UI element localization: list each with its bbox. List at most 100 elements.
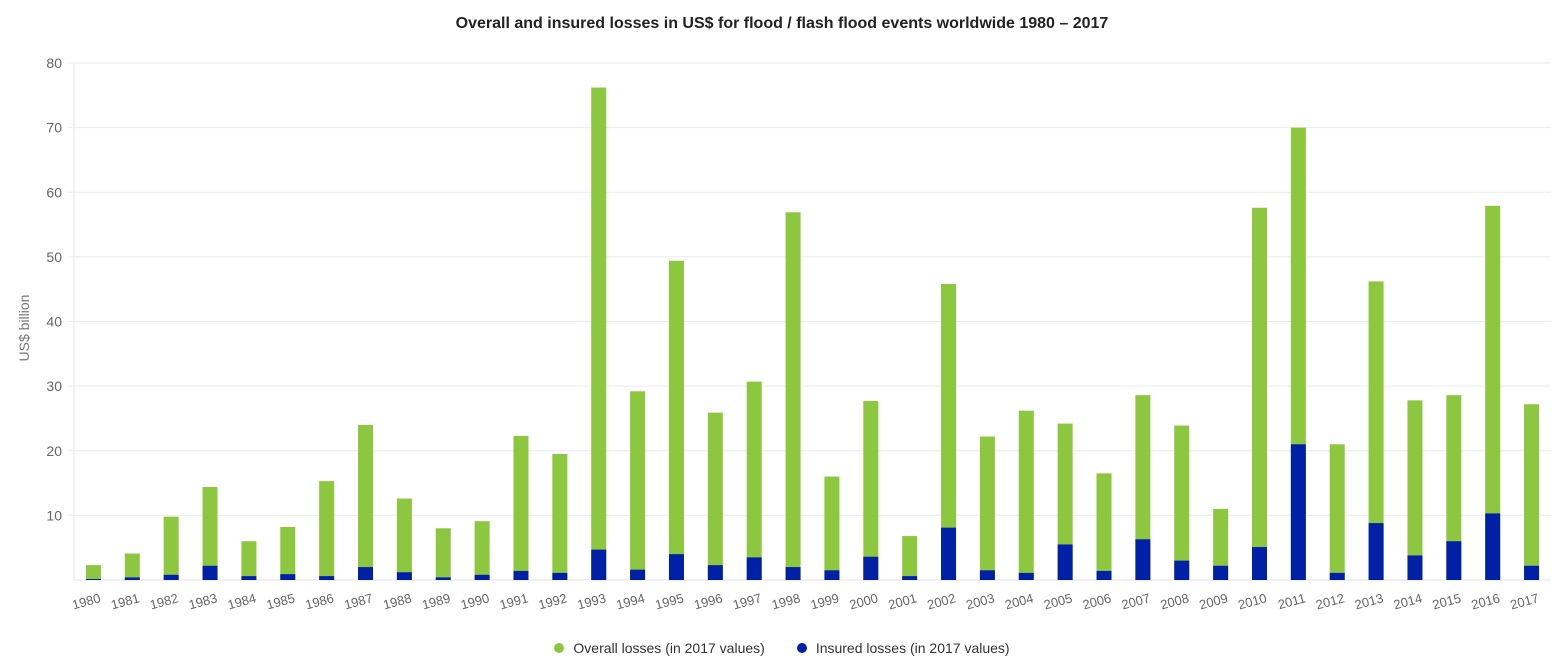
x-tick-label: 2010 — [1236, 590, 1268, 612]
y-axis-ticks: 10 20 30 40 50 60 70 80 — [46, 55, 62, 523]
bar-insured-2011[interactable] — [1290, 444, 1306, 580]
x-tick-label: 2013 — [1353, 590, 1385, 612]
x-tick-label: 1998 — [770, 590, 802, 612]
chart-title: Overall and insured losses in US$ for fl… — [455, 15, 1109, 32]
legend-marker-insured — [796, 643, 807, 653]
bar-overall-1998[interactable] — [785, 212, 801, 580]
bar-overall-1990[interactable] — [474, 521, 490, 580]
bar-insured-1996[interactable] — [707, 565, 723, 580]
bar-overall-2006[interactable] — [1096, 473, 1112, 580]
bar-overall-2008[interactable] — [1174, 425, 1190, 580]
bar-overall-2001[interactable] — [902, 536, 918, 580]
x-tick-label: 2002 — [925, 590, 957, 612]
bar-insured-2007[interactable] — [1135, 539, 1151, 580]
bar-overall-1993[interactable] — [591, 87, 607, 581]
bar-insured-1989[interactable] — [435, 577, 451, 580]
bar-insured-1986[interactable] — [319, 576, 335, 580]
x-axis-ticks: 1980 1981 1982 1983 1984 1985 1986 1987 1988 1989… — [70, 590, 1540, 612]
bar-overall-2007[interactable] — [1135, 395, 1151, 580]
bar-insured-2009[interactable] — [1213, 565, 1229, 580]
bar-overall-1999[interactable] — [824, 476, 840, 580]
bar-overall-1980[interactable] — [85, 565, 101, 580]
bar-overall-2000[interactable] — [863, 400, 879, 580]
bar-insured-1999[interactable] — [824, 570, 840, 580]
bar-overall-1989[interactable] — [435, 528, 451, 580]
bar-insured-1997[interactable] — [746, 557, 762, 580]
bar-overall-2017[interactable] — [1524, 404, 1540, 580]
bar-overall-2003[interactable] — [979, 436, 995, 580]
bar-overall-2013[interactable] — [1368, 281, 1384, 580]
bar-overall-1986[interactable] — [319, 481, 335, 580]
x-tick-label: 1980 — [70, 590, 102, 612]
bar-insured-1990[interactable] — [474, 574, 490, 580]
legend-item-overall[interactable]: Overall losses (in 2017 values) — [554, 640, 765, 656]
bar-insured-2016[interactable] — [1485, 513, 1501, 580]
y-tick-label: 30 — [46, 378, 62, 394]
bar-overall-1992[interactable] — [552, 453, 568, 580]
bar-insured-2012[interactable] — [1329, 572, 1345, 580]
bar-overall-2010[interactable] — [1251, 207, 1267, 580]
bar-insured-2002[interactable] — [941, 527, 957, 580]
bar-insured-1982[interactable] — [163, 574, 179, 580]
bar-insured-1983[interactable] — [202, 565, 218, 580]
bar-overall-1991[interactable] — [513, 435, 529, 580]
bar-insured-2017[interactable] — [1524, 565, 1540, 580]
bar-overall-2005[interactable] — [1057, 423, 1073, 580]
bars — [85, 87, 1540, 581]
bar-insured-2010[interactable] — [1251, 547, 1267, 580]
bar-overall-1988[interactable] — [396, 498, 412, 580]
bar-insured-2003[interactable] — [979, 570, 995, 580]
bar-overall-1985[interactable] — [280, 527, 296, 580]
bar-overall-1983[interactable] — [202, 486, 218, 580]
x-tick-label: 1994 — [615, 590, 647, 612]
bar-insured-1998[interactable] — [785, 567, 801, 580]
legend-item-insured[interactable]: Insured losses (in 2017 values) — [796, 640, 1010, 656]
bar-insured-1981[interactable] — [124, 577, 140, 580]
bar-insured-1985[interactable] — [280, 574, 296, 580]
bar-insured-2008[interactable] — [1174, 560, 1190, 580]
x-tick-label: 2017 — [1509, 590, 1541, 612]
bar-insured-1991[interactable] — [513, 570, 529, 580]
bar-overall-2002[interactable] — [941, 284, 957, 580]
bar-insured-1987[interactable] — [358, 567, 374, 580]
x-tick-label: 1990 — [459, 590, 491, 612]
bar-insured-1993[interactable] — [591, 549, 607, 580]
bar-overall-2012[interactable] — [1329, 444, 1345, 580]
bar-overall-2014[interactable] — [1407, 400, 1423, 580]
bar-overall-1987[interactable] — [358, 424, 374, 580]
bar-insured-1994[interactable] — [630, 569, 646, 580]
y-tick-label: 80 — [46, 55, 62, 71]
bar-overall-1981[interactable] — [124, 553, 140, 580]
bar-insured-2004[interactable] — [1018, 572, 1034, 580]
x-tick-label: 2005 — [1042, 590, 1074, 612]
bar-overall-1982[interactable] — [163, 516, 179, 580]
x-tick-label: 1996 — [692, 590, 724, 612]
bar-overall-1997[interactable] — [746, 381, 762, 580]
bar-overall-2004[interactable] — [1018, 410, 1034, 580]
x-tick-label: 2003 — [964, 590, 996, 612]
x-tick-label: 1988 — [381, 590, 413, 612]
bar-insured-2013[interactable] — [1368, 523, 1384, 580]
bar-insured-2014[interactable] — [1407, 555, 1423, 580]
bar-insured-1995[interactable] — [668, 554, 684, 580]
bar-insured-1980[interactable] — [85, 579, 101, 580]
bar-insured-2000[interactable] — [863, 556, 879, 580]
bar-insured-2005[interactable] — [1057, 544, 1073, 580]
bar-overall-2009[interactable] — [1213, 508, 1229, 580]
bar-overall-2016[interactable] — [1485, 205, 1501, 581]
bar-overall-1995[interactable] — [668, 260, 684, 580]
bar-overall-2015[interactable] — [1446, 395, 1462, 580]
bar-insured-2015[interactable] — [1446, 541, 1462, 580]
x-tick-label: 1995 — [653, 590, 685, 612]
x-tick-label: 2004 — [1003, 590, 1035, 612]
bar-overall-1996[interactable] — [707, 412, 723, 580]
bar-overall-1984[interactable] — [241, 541, 257, 580]
x-tick-label: 2014 — [1392, 590, 1424, 612]
bar-insured-1988[interactable] — [396, 572, 412, 580]
bar-insured-1984[interactable] — [241, 576, 257, 580]
bar-insured-2006[interactable] — [1096, 570, 1112, 580]
bar-overall-1994[interactable] — [630, 391, 646, 580]
bar-insured-2001[interactable] — [902, 576, 918, 580]
bar-insured-1992[interactable] — [552, 572, 568, 580]
x-tick-label: 1986 — [304, 590, 336, 612]
